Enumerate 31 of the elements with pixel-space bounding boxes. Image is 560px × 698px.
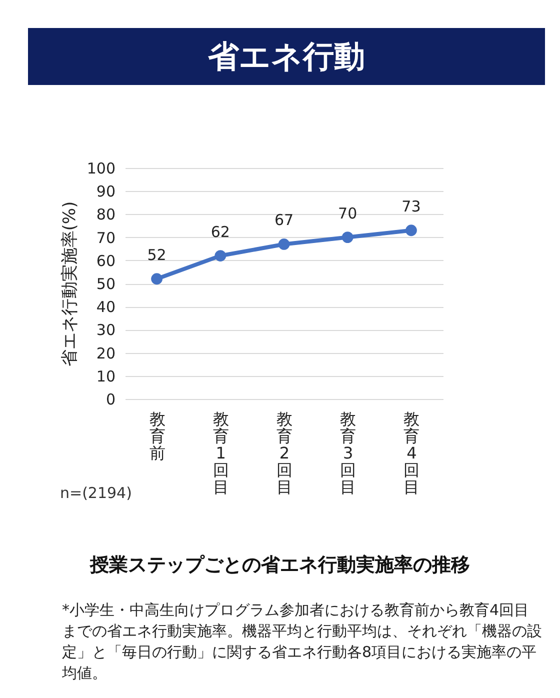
y-tick-label: 0 (106, 390, 116, 408)
point (278, 238, 290, 250)
x-tick-label: 教育1回目 (212, 410, 229, 496)
point (214, 250, 226, 262)
data-label: 70 (338, 204, 358, 222)
x-tick-label: 教育3回目 (340, 410, 356, 496)
y-tick-label: 40 (96, 298, 116, 316)
text: n=(2194) (60, 484, 132, 502)
point (406, 224, 417, 236)
x-tick-label: 教育2回目 (276, 410, 292, 496)
y-axis-title: 省エネ行動実施率(%) (60, 201, 80, 367)
y-tick-label: 10 (96, 367, 116, 386)
x-tick-label: 教育4回目 (404, 410, 420, 496)
text: 授業ステップごとの省エネ行動実施率の推移 (88, 553, 471, 578)
y-tick-label: 90 (96, 182, 116, 201)
y-tick-label: 50 (96, 275, 116, 293)
point (151, 273, 162, 285)
y-tick-label: 30 (96, 321, 116, 340)
y-tick-label: 60 (96, 252, 116, 270)
text: *小学生・中高生向けプログラム参加者における教育前から教育4回目までの省エネ行動実施率。機器平均と行動平均は、それぞれ「機器の設定」と「毎日の行動」に関する省エネ行動各8項目における実施率の平均値。 (62, 600, 542, 684)
data-label: 73 (402, 197, 421, 216)
y-tick-label: 80 (96, 206, 116, 224)
data-label: 67 (274, 211, 294, 230)
y-tick-label: 20 (96, 344, 116, 362)
data-label: 52 (147, 246, 166, 264)
data-label: 62 (210, 222, 230, 241)
x-tick-label: 教育前 (149, 410, 166, 462)
y-tick-label: 70 (96, 228, 116, 247)
point (342, 232, 354, 243)
y-tick-label: 100 (86, 160, 116, 178)
chart-title: 省エネ行動 (28, 28, 545, 85)
